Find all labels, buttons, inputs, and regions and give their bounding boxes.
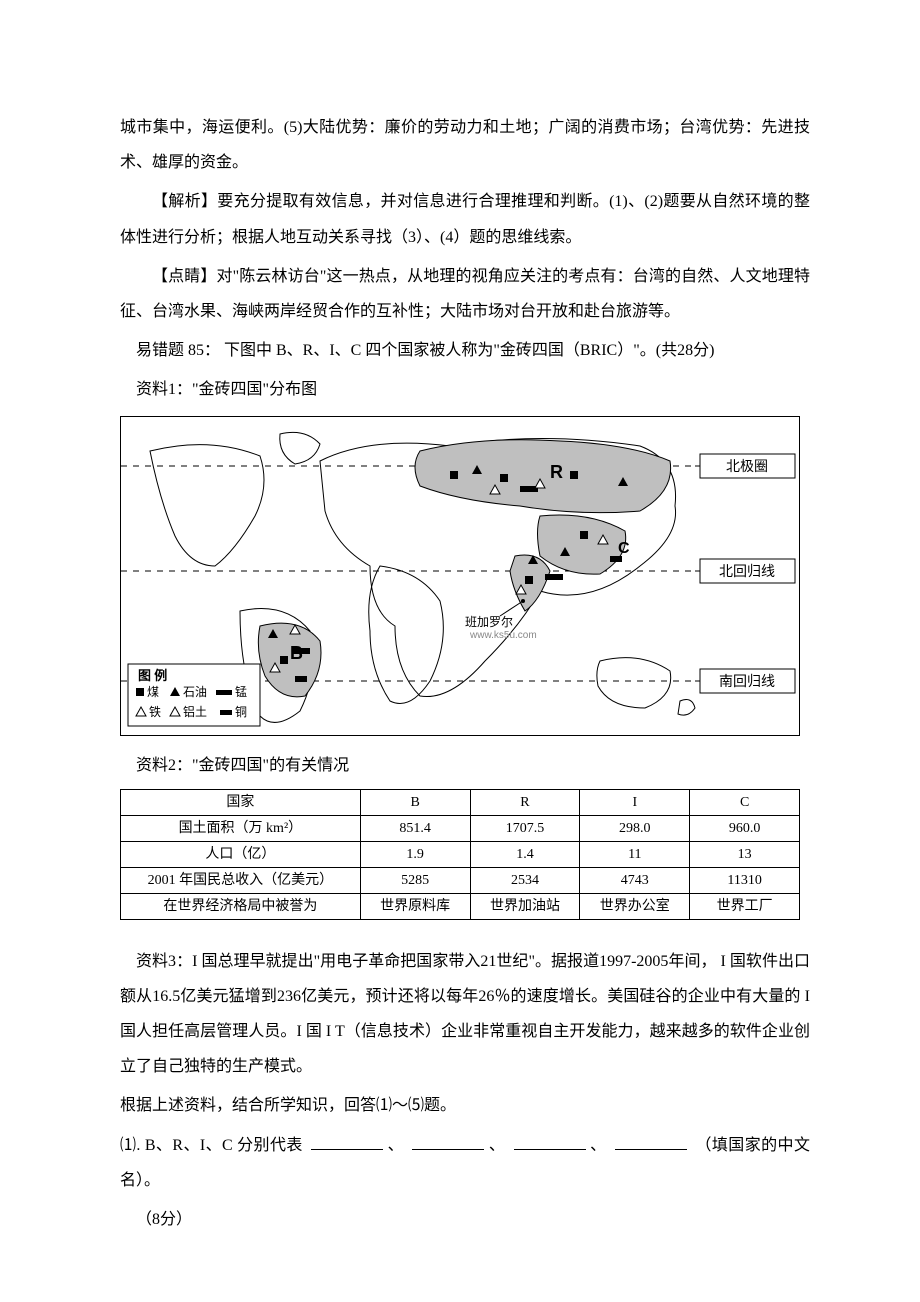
legend-title: 图 例 — [138, 668, 167, 683]
legend-cu: 铜 — [235, 704, 247, 719]
blank-3 — [514, 1133, 586, 1150]
cell: R — [470, 789, 580, 815]
cell: 11 — [580, 841, 690, 867]
legend-al: 铝土 — [183, 704, 207, 719]
cell: 世界原料库 — [360, 893, 470, 919]
map-legend: 图 例 煤 石油 锰 铁 铝土 铜 — [128, 664, 260, 726]
table-row: 国土面积（万 km²） 851.4 1707.5 298.0 960.0 — [121, 815, 800, 841]
cell: B — [360, 789, 470, 815]
bric-world-map: 北极圈 北回归线 南回归线 — [120, 416, 800, 736]
material-1-title: 资料1："金砖四国"分布图 — [120, 372, 810, 407]
cell: 1707.5 — [470, 815, 580, 841]
label-tropic-s-text: 南回归线 — [719, 673, 775, 690]
instruction-line: 根据上述资料，结合所学知识，回答⑴～⑸题。 — [120, 1088, 810, 1123]
blank-2 — [412, 1133, 484, 1150]
cell-head: 2001 年国民总收入（亿美元） — [121, 867, 361, 893]
table-row: 人口（亿） 1.9 1.4 11 13 — [121, 841, 800, 867]
material-2-title: 资料2："金砖四国"的有关情况 — [120, 748, 810, 783]
label-tropic-n-text: 北回归线 — [719, 563, 775, 580]
legend-oil: 石油 — [183, 685, 207, 699]
legend-fe: 铁 — [149, 705, 161, 719]
table-row: 国家 B R I C — [121, 789, 800, 815]
cell-head: 在世界经济格局中被誉为 — [121, 893, 361, 919]
cell: 4743 — [580, 867, 690, 893]
cell: 5285 — [360, 867, 470, 893]
cell-head: 国土面积（万 km²） — [121, 815, 361, 841]
cell: 298.0 — [580, 815, 690, 841]
lat-label-arctic: 北极圈 — [695, 454, 795, 478]
label-arctic-text: 北极圈 — [726, 459, 768, 475]
paragraph-analysis: 【解析】要充分提取有效信息，并对信息进行合理推理和判断。(1)、(2)题要从自然… — [120, 184, 810, 254]
cell-head: 国家 — [121, 789, 361, 815]
world-map-svg: 北极圈 北回归线 南回归线 — [120, 416, 800, 736]
q1-sep3: 、 — [590, 1137, 607, 1154]
cell: 851.4 — [360, 815, 470, 841]
question-1-points: （8分） — [120, 1202, 810, 1237]
q1-sep1: 、 — [387, 1137, 404, 1154]
table-row: 在世界经济格局中被誉为 世界原料库 世界加油站 世界办公室 世界工厂 — [121, 893, 800, 919]
material-3-text: 资料3：I 国总理早就提出"用电子革命把国家带入21世纪"。据报道1997-20… — [120, 944, 810, 1085]
label-bangalore: 班加罗尔 — [465, 614, 513, 629]
cell: 世界加油站 — [470, 893, 580, 919]
cell: I — [580, 789, 690, 815]
cell: 世界办公室 — [580, 893, 690, 919]
legend-coal: 煤 — [147, 685, 159, 699]
cell: 11310 — [690, 867, 800, 893]
cell: 960.0 — [690, 815, 800, 841]
q1-sep2: 、 — [488, 1137, 505, 1154]
cell: C — [690, 789, 800, 815]
lat-label-tropic-s: 南回归线 — [695, 669, 795, 693]
question-85-title: 易错题 85： 下图中 B、R、I、C 四个国家被人称为"金砖四国（BRIC）"… — [120, 333, 810, 368]
question-1: ⑴. B、R、I、C 分别代表 、 、 、 （填国家的中文名）。 — [120, 1128, 810, 1198]
paragraph-dianjing: 【点睛】对"陈云林访台"这一热点，从地理的视角应关注的考点有：台湾的自然、人文地… — [120, 259, 810, 329]
cell: 13 — [690, 841, 800, 867]
legend-mn: 锰 — [235, 684, 247, 699]
lat-label-tropic-n: 北回归线 — [695, 559, 795, 583]
label-B: B — [290, 643, 303, 663]
map-watermark: www.ks5u.com — [469, 630, 537, 641]
cell: 世界工厂 — [690, 893, 800, 919]
blank-4 — [615, 1133, 687, 1150]
paragraph-answer-fragment: 城市集中，海运便利。(5)大陆优势：廉价的劳动力和土地；广阔的消费市场；台湾优势… — [120, 110, 810, 180]
q1-prefix: ⑴. B、R、I、C 分别代表 — [120, 1137, 303, 1154]
bric-data-table: 国家 B R I C 国土面积（万 km²） 851.4 1707.5 298.… — [120, 789, 800, 920]
cell-head: 人口（亿） — [121, 841, 361, 867]
cell: 1.4 — [470, 841, 580, 867]
blank-1 — [311, 1133, 383, 1150]
cell: 1.9 — [360, 841, 470, 867]
cell: 2534 — [470, 867, 580, 893]
table-row: 2001 年国民总收入（亿美元） 5285 2534 4743 11310 — [121, 867, 800, 893]
label-C: C — [618, 540, 630, 557]
label-R: R — [550, 462, 563, 482]
